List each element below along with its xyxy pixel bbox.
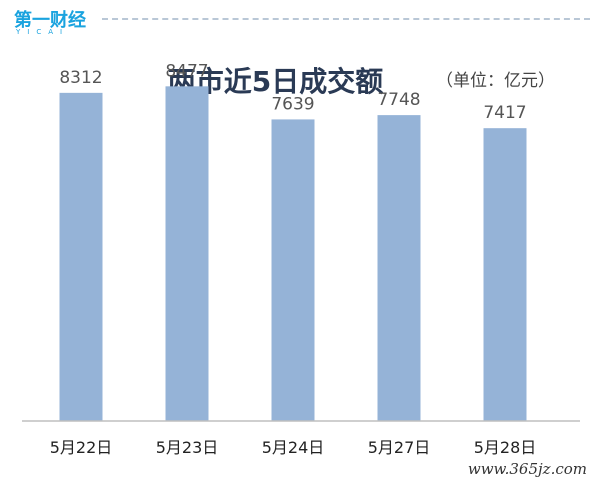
category-labels-group: 5月22日 5月23日 5月24日 5月27日 5月28日 [50, 438, 537, 457]
value-label-2: 7639 [271, 94, 314, 114]
value-label-0: 8312 [59, 68, 102, 88]
value-label-4: 7417 [483, 103, 526, 123]
bar-0 [59, 92, 103, 421]
bar-1 [165, 86, 209, 421]
watermark: www.365jz.com [467, 460, 587, 478]
category-label-2: 5月24日 [262, 438, 325, 457]
bar-4 [483, 128, 527, 421]
value-label-1: 8477 [165, 61, 208, 81]
value-label-3: 7748 [377, 90, 420, 110]
category-label-4: 5月28日 [474, 438, 537, 457]
yicai-logo: 第一财经 YICAI [14, 6, 96, 38]
category-label-3: 5月27日 [368, 438, 431, 457]
header-divider [102, 18, 590, 20]
logo-text: 第一财经 [14, 10, 86, 31]
unit-label: （单位：亿元） [436, 71, 555, 91]
bar-2 [271, 119, 315, 422]
logo-subtext: YICAI [16, 28, 70, 36]
category-label-1: 5月23日 [156, 438, 219, 457]
bars-group [59, 86, 527, 422]
value-labels-group: 8312 8477 7639 7748 7417 [59, 61, 526, 123]
bar-3 [377, 115, 421, 421]
category-label-0: 5月22日 [50, 438, 113, 457]
